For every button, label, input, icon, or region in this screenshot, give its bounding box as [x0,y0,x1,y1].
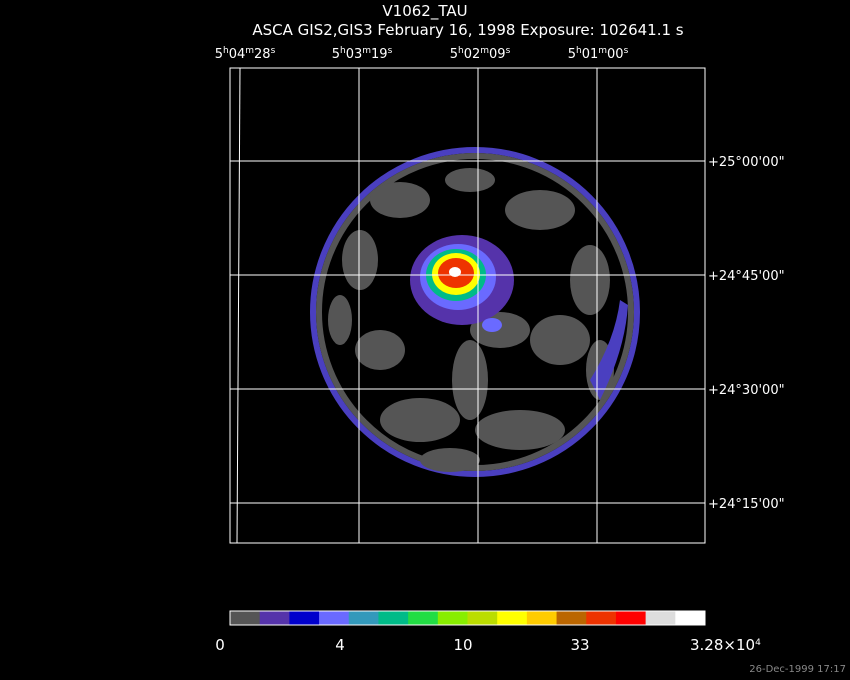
superscript: m [362,46,371,56]
colorbar-swatch [526,611,558,625]
colorbar-swatch [556,611,587,625]
label-part: 3.28×10 [690,636,755,654]
colorbar-swatch [230,611,261,625]
colorbar-swatch [289,611,320,625]
label: 5h01m00s [568,46,629,62]
label-part: 28 [254,47,271,62]
label-part: 00 [607,47,624,62]
superscript: s [388,46,393,56]
superscript: h [458,46,464,56]
colorbar-swatch [348,611,379,625]
superscript: m [598,46,607,56]
label-part: 19 [371,47,388,62]
timestamp: 26-Dec-1999 17:17 [749,664,846,675]
superscript: s [506,46,511,56]
label-part: 03 [346,47,363,62]
title: V1062_TAU [382,2,467,21]
colorbar-swatch [615,611,647,625]
label: 4 [335,636,345,654]
superscript: m [245,46,254,56]
label-part: 33 [570,636,589,654]
dec-label: +24°45'00" [708,269,785,284]
colorbar-swatch [497,611,528,625]
label: 10 [453,636,472,654]
label-part: 04 [229,47,246,62]
ra-labels: 5h04m28s 5h03m19s 5h02m09s 5h01m00s [215,46,629,62]
label: 3.28×104 [690,636,761,654]
superscript: m [480,46,489,56]
colorbar-frame [229,610,706,626]
source [410,235,514,332]
subtitle: ASCA GIS2,GIS3 February 16, 1998 Exposur… [252,21,683,39]
superscript: s [624,46,629,56]
dec-label: +24°30'00" [708,383,785,398]
colorbar-swatch [378,611,409,625]
label-part: 01 [582,47,599,62]
background-patches [328,168,614,472]
label-part: 5 [332,47,340,62]
label-part: 5 [450,47,458,62]
label: 5h04m28s [215,46,276,62]
label-part: 5 [568,47,576,62]
image-frame [229,67,706,544]
colorbar-swatch [467,611,498,625]
superscript: h [223,46,229,56]
colorbar: 0 4 10 33 3.28×104 [215,610,761,654]
label-part: 5 [215,47,223,62]
colorbar-swatch [408,611,439,625]
label-part: 02 [464,47,481,62]
superscript: s [271,46,276,56]
superscript: h [576,46,582,56]
label: 0 [215,636,225,654]
image [229,67,706,544]
colorbar-swatch [586,611,617,625]
colorbar-swatch [675,611,706,625]
label: 5h03m19s [332,46,393,62]
colorbar-swatch [319,611,350,625]
dec-label: +25°00'00" [708,155,785,170]
edge-arc [590,300,628,400]
label-part: 4 [335,636,345,654]
label: 33 [570,636,589,654]
dec-labels: +25°00'00" +24°45'00" +24°30'00" +24°15'00" [708,155,785,512]
label-part: 10 [453,636,472,654]
label: 5h02m09s [450,46,511,62]
coordinate-grid [230,67,705,544]
superscript: h [340,46,346,56]
label-part: 0 [215,636,225,654]
label-part: 09 [489,47,506,62]
colorbar-swatch [437,611,468,625]
colorbar-swatch [259,611,290,625]
field-edge [316,153,634,471]
superscript: 4 [755,638,761,648]
colorbar-swatch [645,611,676,625]
dec-label: +24°15'00" [708,497,785,512]
